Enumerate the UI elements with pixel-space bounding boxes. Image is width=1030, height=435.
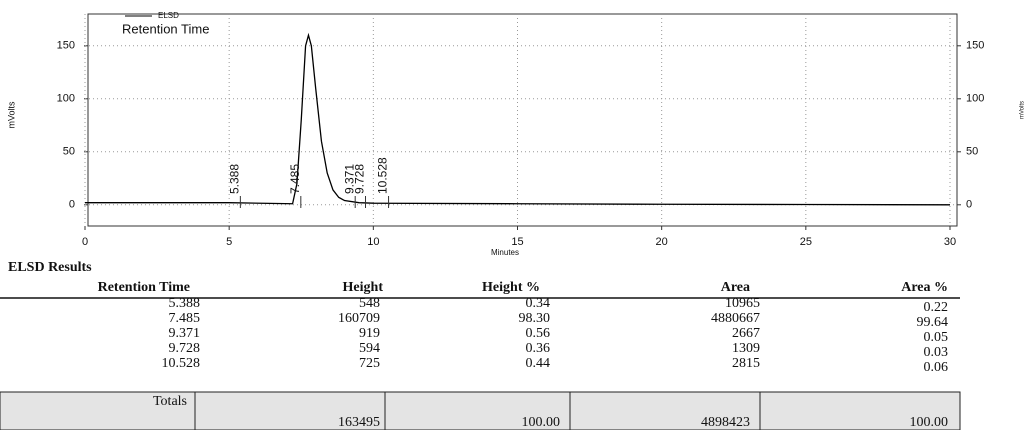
peak-label: 9.728 — [353, 164, 367, 194]
legend-label: ELSD — [158, 11, 179, 20]
table-cell: 725 — [359, 356, 380, 371]
table-cell: 9.728 — [169, 341, 201, 356]
x-tick-label: 10 — [367, 236, 379, 248]
table-cell: 4880667 — [711, 311, 760, 326]
y-tick-label: 150 — [57, 40, 75, 52]
table-cell: 10965 — [725, 296, 760, 311]
y2-tick-label: 150 — [966, 40, 984, 52]
x-tick-label: 25 — [800, 236, 812, 248]
table-cell: 0.56 — [526, 326, 551, 341]
table-cell: 98.30 — [519, 311, 551, 326]
peak-label: 7.485 — [288, 164, 302, 194]
plot-frame — [87, 13, 958, 227]
table-cell: 919 — [359, 326, 380, 341]
y2-tick-label: 0 — [966, 199, 972, 211]
legend-title: Retention Time — [122, 21, 209, 36]
peak-label: 9.371 — [342, 164, 356, 194]
table-cell: 0.05 — [924, 330, 949, 345]
table-cell: 0.36 — [526, 341, 551, 356]
x-tick-label: 20 — [656, 236, 668, 248]
table-cell: 7.485 — [169, 311, 201, 326]
y2-axis-label: mVolts — [1020, 101, 1026, 119]
y-tick-label: 0 — [69, 199, 75, 211]
x-tick-label: 30 — [944, 236, 956, 248]
totals-cell: 163495 — [338, 415, 380, 430]
table-cell: 0.34 — [526, 296, 551, 311]
totals-cell: 100.00 — [910, 415, 949, 430]
y2-tick-label: 100 — [966, 93, 984, 105]
column-header: Height % — [482, 280, 540, 295]
table-cell: 2667 — [732, 326, 760, 341]
table-cell: 5.388 — [169, 296, 201, 311]
peak-label: 10.528 — [376, 157, 390, 194]
y-tick-label: 50 — [63, 146, 75, 158]
table-cell: 9.371 — [169, 326, 201, 341]
column-header: Retention Time — [98, 280, 190, 295]
column-header: Area % — [901, 280, 948, 295]
table-cell: 2815 — [732, 356, 760, 371]
table-cell: 99.64 — [917, 315, 949, 330]
y2-tick-label: 50 — [966, 146, 978, 158]
totals-cell: 4898423 — [701, 415, 750, 430]
column-header: Height — [343, 280, 384, 295]
x-tick-label: 0 — [82, 236, 88, 248]
column-header: Area — [721, 280, 750, 295]
table-cell: 0.44 — [526, 356, 551, 371]
table-cell: 594 — [359, 341, 380, 356]
y-tick-label: 100 — [57, 93, 75, 105]
y-axis-label: mVolts — [6, 101, 16, 129]
table-cell: 1309 — [732, 341, 760, 356]
table-cell: 10.528 — [162, 356, 201, 371]
totals-cell: 100.00 — [522, 415, 561, 430]
x-axis-label: Minutes — [491, 248, 519, 257]
table-cell: 160709 — [338, 311, 380, 326]
table-title: ELSD Results — [8, 260, 92, 275]
table-cell: 0.06 — [924, 360, 949, 375]
x-tick-label: 5 — [226, 236, 232, 248]
table-cell: 0.22 — [924, 300, 949, 315]
x-tick-label: 15 — [511, 236, 523, 248]
table-cell: 548 — [359, 296, 380, 311]
peak-label: 5.388 — [228, 164, 242, 194]
table-cell: 0.03 — [924, 345, 949, 360]
totals-box — [0, 391, 961, 431]
trace — [85, 32, 951, 206]
totals-label: Totals — [153, 394, 187, 409]
